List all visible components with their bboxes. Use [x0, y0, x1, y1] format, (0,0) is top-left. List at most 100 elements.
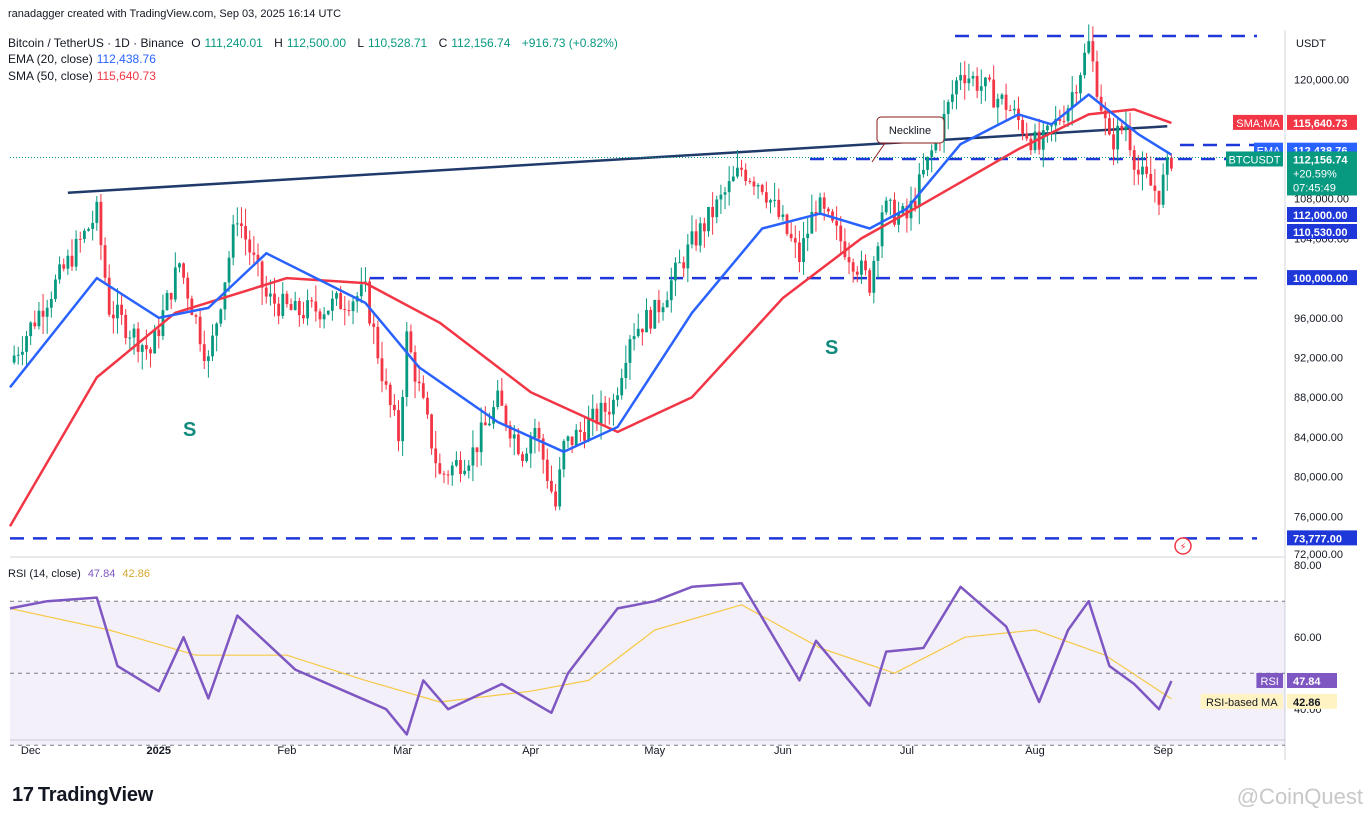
candle-body	[33, 322, 37, 327]
candle-body	[736, 167, 739, 177]
currency-button[interactable]: USDT	[1296, 38, 1326, 50]
candle-body	[380, 358, 384, 382]
time-tick-label: 2025	[147, 745, 171, 757]
candle-body	[810, 212, 814, 234]
candle-body	[136, 328, 140, 352]
price-tag-bg	[1287, 151, 1357, 196]
candle-body	[570, 436, 574, 445]
candle-body	[1095, 61, 1099, 97]
candle-body	[864, 260, 867, 271]
candle-body	[558, 469, 562, 507]
candle-body	[397, 410, 400, 442]
rsi-ma-line	[9, 604, 1172, 703]
candle-body	[533, 428, 537, 438]
candle-body	[268, 293, 272, 297]
candle-body	[178, 263, 181, 268]
candle-body	[54, 279, 57, 299]
candle-body	[194, 315, 198, 317]
sma-value: 115,640.73	[96, 69, 156, 83]
candle-body	[169, 292, 173, 300]
candle-body	[752, 181, 756, 187]
rsi-legend[interactable]: RSI (14, close) 47.84 42.86	[8, 568, 150, 580]
candle-body	[748, 180, 752, 182]
candle-body	[1025, 133, 1029, 139]
ema-value: 112,438.76	[96, 52, 156, 66]
candle-body	[120, 304, 123, 315]
symbol-name[interactable]: Bitcoin / TetherUS · 1D · Binance	[8, 36, 184, 50]
candle-body	[99, 201, 103, 246]
rsi-tag-label: RSI-based MA	[1206, 697, 1278, 709]
tradingview-logo[interactable]: 17 TradingView	[12, 784, 154, 806]
candle-body	[781, 214, 785, 217]
price-tick-label: 84,000.00	[1294, 432, 1343, 444]
candle-body	[297, 300, 301, 316]
candle-body	[1046, 125, 1049, 131]
candle-body	[215, 323, 219, 336]
candle-body	[74, 238, 78, 267]
rsi-tick-label: 60.00	[1294, 632, 1322, 644]
candle-body	[392, 404, 396, 411]
rsi-tag-bg	[1287, 693, 1337, 709]
rsi-tag-label-bg	[1200, 693, 1283, 709]
candle-body	[926, 156, 929, 170]
candle-body	[674, 262, 677, 281]
candle-body	[1066, 108, 1070, 122]
candle-body	[454, 460, 458, 466]
candle-body	[661, 307, 665, 313]
candle-body	[1074, 92, 1078, 94]
candle-body	[198, 316, 202, 345]
candle-body	[1157, 190, 1161, 205]
candle-body	[682, 262, 686, 269]
candle-body	[376, 326, 380, 359]
candle-body	[1058, 118, 1062, 122]
candle-body	[1145, 166, 1149, 174]
candle-body	[975, 76, 979, 91]
rsi-tick-label: 80.00	[1294, 560, 1322, 572]
candle-body	[715, 199, 719, 218]
candle-body	[541, 438, 545, 460]
candle-body	[521, 454, 524, 461]
alert-icon	[1174, 537, 1192, 555]
candle-body	[1108, 118, 1111, 135]
candle-body	[496, 390, 500, 408]
candle-body	[723, 192, 727, 195]
candle-body	[640, 328, 644, 333]
high-value: 112,500.00	[286, 36, 347, 50]
neckline-callout-pointer	[871, 142, 886, 163]
sma-line	[8, 108, 1172, 527]
rsi-value: 47.84	[87, 568, 116, 580]
candle-body	[339, 293, 343, 310]
candle-body	[1136, 169, 1140, 175]
candle-body	[744, 169, 748, 181]
candle-body	[913, 200, 917, 207]
candle-body	[219, 309, 223, 324]
candle-body	[78, 238, 82, 240]
candle-body	[599, 402, 603, 425]
symbol-legend: Bitcoin / TetherUS · 1D · Binance O 111,2…	[8, 36, 618, 50]
candle-body	[1070, 92, 1074, 109]
time-tick-label: Apr	[522, 745, 539, 757]
ema-legend[interactable]: EMA (20, close) 112,438.76	[8, 52, 156, 66]
candle-body	[434, 448, 438, 464]
candle-body	[798, 242, 801, 263]
time-tick-label: Feb	[277, 745, 296, 757]
candle-body	[1083, 52, 1087, 76]
candle-body	[12, 355, 16, 363]
candle-body	[554, 491, 557, 507]
price-tag-label-bg	[1233, 114, 1283, 130]
candle-body	[525, 453, 529, 461]
candle-body	[884, 200, 888, 213]
candle-body	[1041, 130, 1045, 150]
candle-body	[421, 383, 425, 398]
candle-body	[91, 222, 95, 229]
sma-legend[interactable]: SMA (50, close) 115,640.73	[8, 69, 156, 83]
candle-body	[1087, 41, 1091, 53]
candle-body	[1050, 125, 1053, 127]
candle-body	[769, 200, 772, 203]
candle-body	[711, 206, 715, 218]
candle-body	[153, 329, 157, 354]
candle-body	[264, 287, 268, 297]
candle-body	[426, 397, 429, 415]
candle-body	[624, 362, 628, 379]
